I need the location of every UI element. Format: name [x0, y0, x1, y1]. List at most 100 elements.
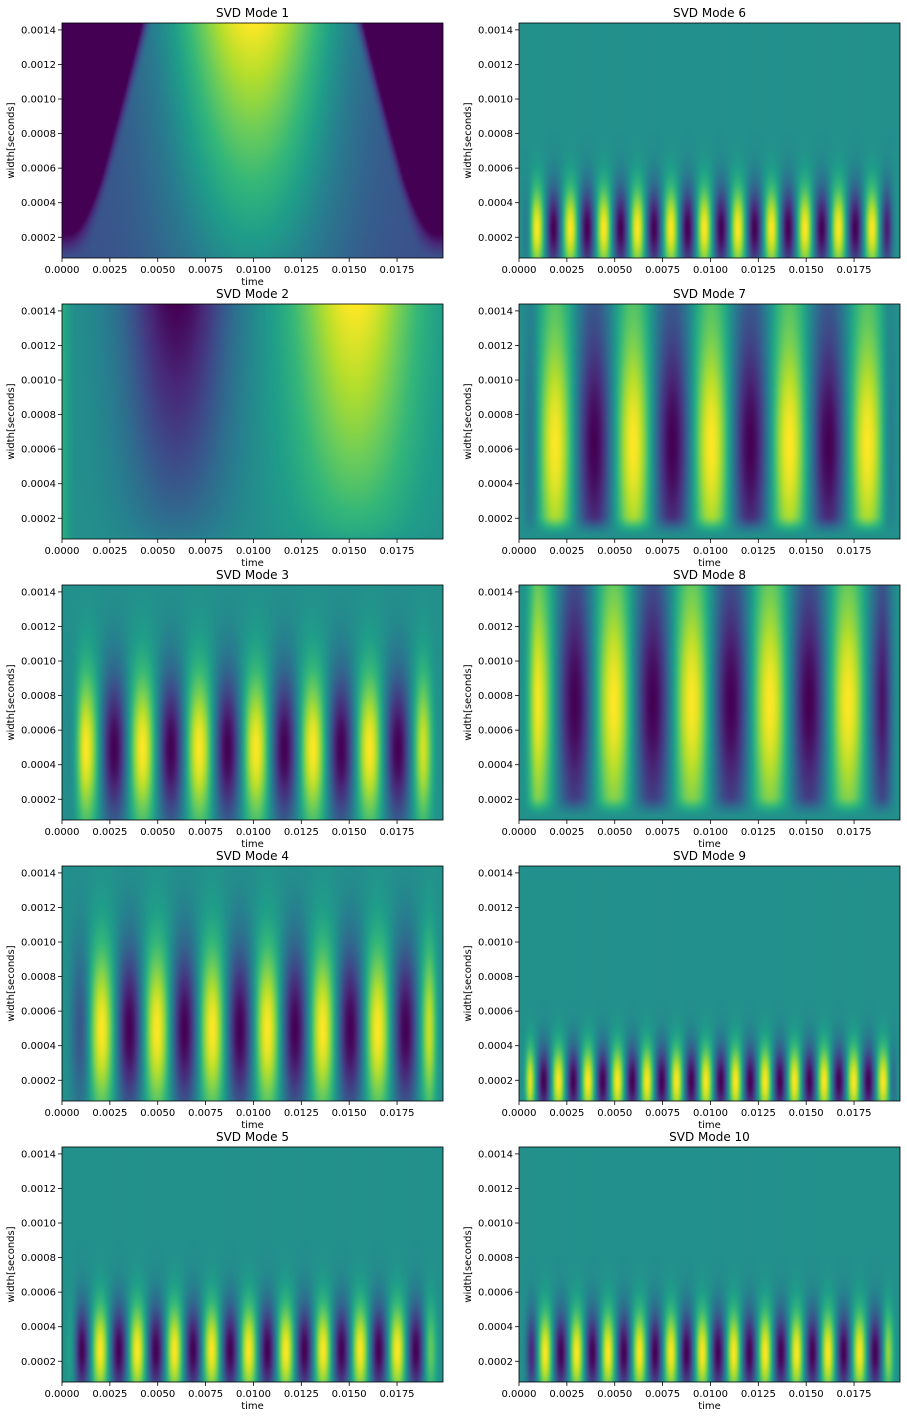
x-tick-label: 0.0125 [741, 827, 776, 838]
x-axis-label: time [241, 1401, 264, 1412]
plot-frame [518, 865, 901, 1102]
svd-mode-4-panel: SVD Mode 4 0.0000 0.0025 0.0050 0.0075 0.0100… [6, 849, 444, 1131]
svd-mode-7-panel: SVD Mode 7 0.0000 0.0025 0.0050 0.0075 0.0100… [463, 287, 901, 569]
y-tick-label: 0.0008 [21, 129, 56, 140]
x-tick-label: 0.0150 [332, 1108, 367, 1119]
x-axis-label: time [698, 1120, 721, 1131]
plot-title: SVD Mode 7 [673, 287, 746, 301]
x-tick-label: 0.0050 [597, 546, 632, 557]
svd-mode-6-panel: SVD Mode 6 0.0000 0.0025 0.0050 0.0075 0.0100… [463, 6, 901, 276]
plot-title: SVD Mode 1 [216, 6, 289, 20]
y-tick-label: 0.0006 [21, 445, 56, 456]
x-tick-label: 0.0100 [236, 546, 271, 557]
x-tick-label: 0.0150 [332, 1389, 367, 1400]
plot-title: SVD Mode 6 [673, 6, 746, 20]
y-tick-label: 0.0010 [478, 95, 513, 106]
y-tick-label: 0.0012 [478, 903, 513, 914]
x-tick-label: 0.0175 [837, 546, 872, 557]
x-tick-label: 0.0050 [140, 1389, 175, 1400]
y-tick-label: 0.0012 [478, 1184, 513, 1195]
y-tick-label: 0.0002 [478, 1076, 513, 1087]
y-tick-label: 0.0002 [478, 233, 513, 244]
x-tick-label: 0.0175 [380, 546, 415, 557]
y-tick-label: 0.0002 [478, 795, 513, 806]
x-tick-label: 0.0050 [597, 827, 632, 838]
y-axis-label: width[seconds] [6, 102, 17, 178]
x-tick-label: 0.0075 [188, 1389, 223, 1400]
svd-mode-10-heatmap [519, 1147, 900, 1382]
svd-mode-4-heatmap [62, 866, 443, 1101]
x-tick-label: 0.0125 [284, 1108, 319, 1119]
x-tick-label: 0.0075 [645, 546, 680, 557]
x-tick-label: 0.0100 [236, 265, 271, 276]
x-tick-label: 0.0075 [188, 827, 223, 838]
y-axis-label: width[seconds] [463, 102, 474, 178]
x-tick-label: 0.0000 [502, 265, 537, 276]
y-tick-label: 0.0008 [21, 972, 56, 983]
plot-frame [61, 303, 444, 540]
y-tick-label: 0.0004 [478, 1322, 513, 1333]
y-tick-label: 0.0006 [478, 164, 513, 175]
svd-mode-8-panel: SVD Mode 8 0.0000 0.0025 0.0050 0.0075 0.0100… [463, 568, 901, 850]
x-tick-label: 0.0000 [45, 265, 80, 276]
y-tick-label: 0.0012 [21, 903, 56, 914]
y-tick-label: 0.0006 [478, 1288, 513, 1299]
x-tick-label: 0.0075 [645, 1389, 680, 1400]
svd-mode-9-panel: SVD Mode 9 0.0000 0.0025 0.0050 0.0075 0.0100… [463, 849, 901, 1131]
y-tick-label: 0.0006 [478, 1007, 513, 1018]
plot-frame [61, 1146, 444, 1383]
y-tick-label: 0.0006 [478, 726, 513, 737]
x-tick-label: 0.0175 [837, 827, 872, 838]
y-tick-label: 0.0004 [21, 479, 56, 490]
y-tick-label: 0.0014 [21, 306, 56, 317]
x-tick-label: 0.0100 [693, 827, 728, 838]
plot-title: SVD Mode 10 [669, 1130, 750, 1144]
y-tick-label: 0.0012 [21, 60, 56, 71]
plot-frame [61, 584, 444, 821]
x-tick-label: 0.0100 [236, 1389, 271, 1400]
x-tick-label: 0.0150 [789, 1389, 824, 1400]
plot-frame [61, 865, 444, 1102]
x-axis-label: time [698, 1401, 721, 1412]
svd-mode-6-heatmap [519, 23, 900, 258]
y-tick-label: 0.0006 [21, 164, 56, 175]
y-tick-label: 0.0006 [21, 1007, 56, 1018]
y-tick-label: 0.0012 [478, 60, 513, 71]
x-tick-label: 0.0075 [188, 1108, 223, 1119]
x-tick-label: 0.0025 [549, 827, 584, 838]
x-tick-label: 0.0175 [380, 265, 415, 276]
y-tick-label: 0.0008 [478, 1253, 513, 1264]
x-tick-label: 0.0050 [140, 827, 175, 838]
y-tick-label: 0.0004 [478, 198, 513, 209]
plot-frame [61, 22, 444, 259]
y-tick-label: 0.0014 [21, 1149, 56, 1160]
y-tick-label: 0.0012 [21, 622, 56, 633]
x-tick-label: 0.0000 [502, 1108, 537, 1119]
x-tick-label: 0.0100 [693, 1389, 728, 1400]
x-tick-label: 0.0025 [92, 1389, 127, 1400]
plot-title: SVD Mode 2 [216, 287, 289, 301]
x-tick-label: 0.0075 [645, 1108, 680, 1119]
x-tick-label: 0.0075 [645, 265, 680, 276]
y-tick-label: 0.0012 [21, 1184, 56, 1195]
y-tick-label: 0.0010 [21, 95, 56, 106]
y-axis-label: width[seconds] [463, 383, 474, 459]
y-tick-label: 0.0008 [21, 1253, 56, 1264]
y-tick-label: 0.0002 [478, 1357, 513, 1368]
y-tick-label: 0.0012 [478, 341, 513, 352]
svd-mode-10-panel: SVD Mode 10 0.0000 0.0025 0.0050 0.0075 0.010… [463, 1130, 901, 1412]
y-tick-label: 0.0002 [478, 514, 513, 525]
plot-title: SVD Mode 8 [673, 568, 746, 582]
x-tick-label: 0.0050 [597, 1108, 632, 1119]
y-tick-label: 0.0014 [478, 25, 513, 36]
y-tick-label: 0.0008 [21, 410, 56, 421]
y-tick-label: 0.0014 [21, 587, 56, 598]
y-tick-label: 0.0006 [21, 726, 56, 737]
x-axis-label: time [241, 839, 264, 850]
x-tick-label: 0.0175 [380, 1389, 415, 1400]
x-tick-label: 0.0150 [789, 1108, 824, 1119]
y-tick-label: 0.0004 [478, 1041, 513, 1052]
x-tick-label: 0.0150 [332, 546, 367, 557]
y-axis-label: width[seconds] [6, 664, 17, 740]
